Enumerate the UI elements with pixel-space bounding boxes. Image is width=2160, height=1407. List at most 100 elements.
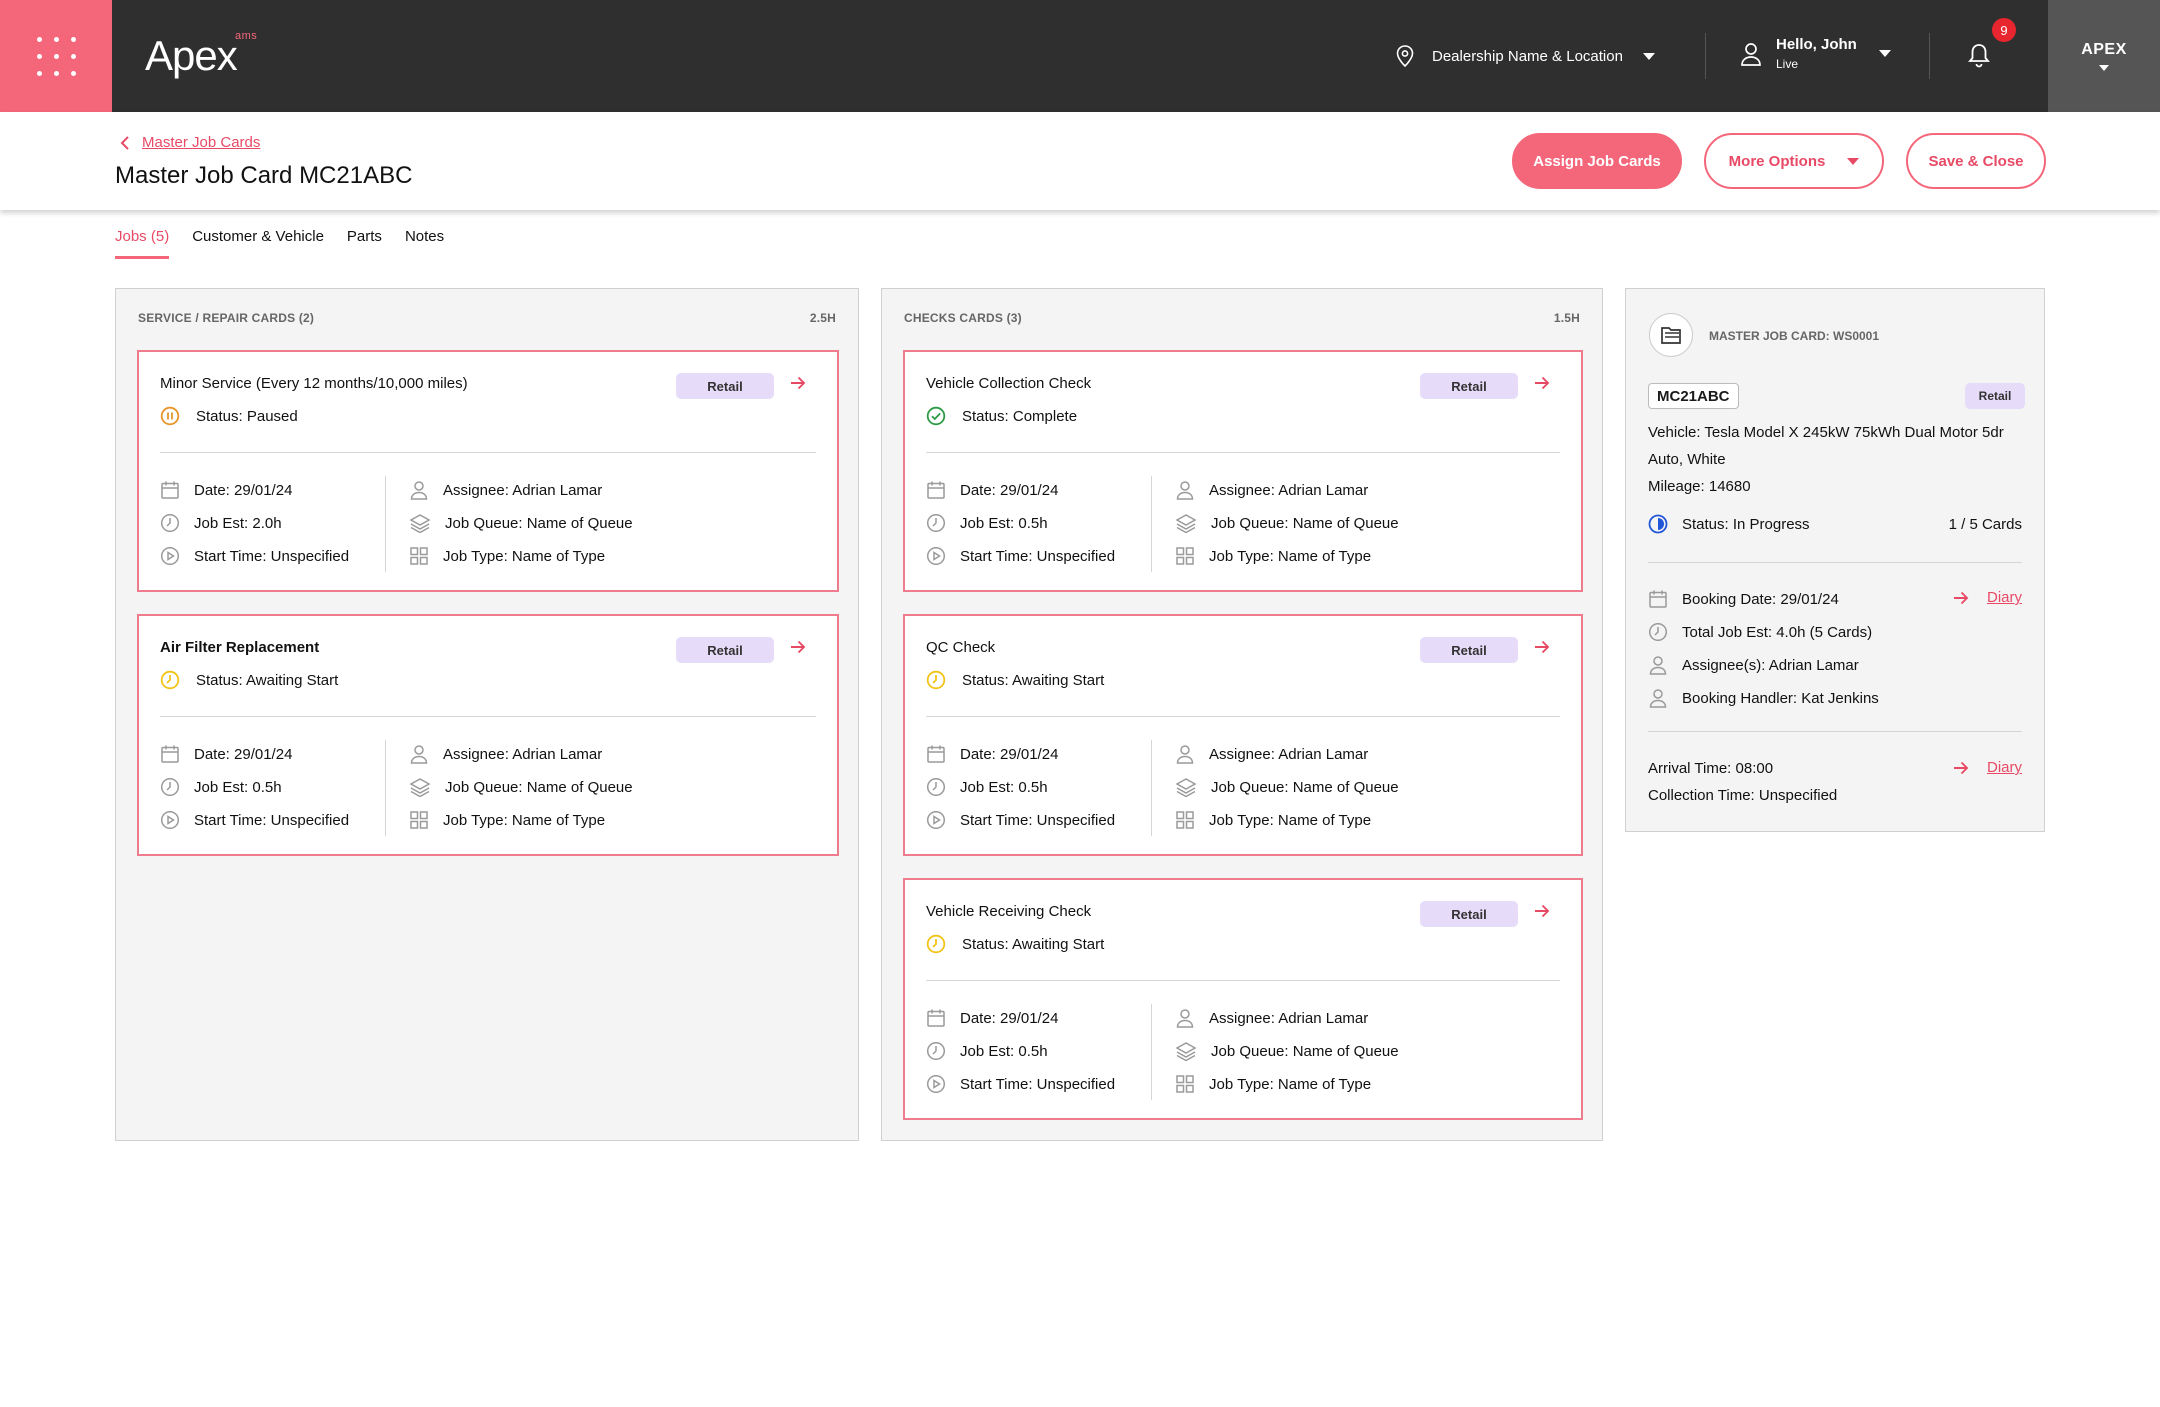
user-menu[interactable]: Hello, John Live (1740, 36, 1891, 71)
diary-link[interactable]: Diary (1953, 759, 2022, 776)
tab-parts[interactable]: Parts (346, 228, 382, 245)
grid-icon (410, 811, 428, 829)
diary-label[interactable]: Diary (1986, 589, 2022, 606)
job-card-title: Air Filter Replacement (160, 639, 320, 656)
handler-row: Booking Handler: Kat Jenkins (1648, 688, 1879, 708)
tab-notes[interactable]: Notes (404, 228, 445, 245)
notifications-button[interactable] (1968, 42, 1990, 73)
dealership-label: Dealership Name & Location (1432, 47, 1623, 65)
job-date-row: Date: 29/01/24 (926, 1008, 1058, 1028)
more-options-button[interactable]: More Options (1704, 133, 1884, 189)
divider (385, 740, 386, 836)
job-card-title: QC Check (926, 639, 996, 656)
arrow-right-icon (1953, 591, 1969, 604)
open-card-button[interactable] (1534, 904, 1550, 923)
job-estimate-row: Job Est: 2.0h (160, 513, 282, 533)
total-est-row: Total Job Est: 4.0h (5 Cards) (1648, 622, 1872, 642)
diary-link[interactable]: Diary (1953, 589, 2022, 606)
start-time-row: Start Time: Unspecified (160, 810, 349, 830)
job-card[interactable]: Air Filter Replacement Retail Status: Awai… (137, 614, 839, 856)
grid-icon (410, 547, 428, 565)
user-icon (410, 481, 428, 500)
registration-plate: MC21ABC (1648, 383, 1739, 409)
clock-icon (160, 670, 180, 690)
assignee: Assignee: Adrian Lamar (1209, 481, 1369, 499)
retail-tag: Retail (676, 373, 774, 399)
user-icon (1741, 42, 1761, 66)
job-status: Status: Complete (926, 406, 1077, 426)
job-card[interactable]: Vehicle Collection Check Retail Status: Co… (903, 350, 1583, 592)
retail-tag: Retail (676, 637, 774, 663)
brand-label: APEX (2081, 41, 2127, 58)
dealership-selector[interactable]: Dealership Name & Location (1396, 40, 1655, 72)
booking-date-row: Booking Date: 29/01/24 (1648, 589, 1839, 609)
job-status: Status: Awaiting Start (160, 670, 338, 690)
divider (160, 452, 816, 453)
clock-icon (926, 777, 946, 797)
status-text: Status: Awaiting Start (962, 935, 1105, 953)
collection-time: Collection Time: Unspecified (1648, 787, 1838, 804)
job-status: Status: Awaiting Start (926, 670, 1104, 690)
job-date: Date: 29/01/24 (194, 481, 293, 499)
chevron-down-icon (2099, 65, 2109, 71)
calendar-icon (161, 745, 179, 763)
start-time: Start Time: Unspecified (960, 1075, 1116, 1093)
start-time: Start Time: Unspecified (960, 811, 1116, 829)
save-close-button[interactable]: Save & Close (1906, 133, 2046, 189)
user-icon (1176, 745, 1194, 764)
brand-switcher-button[interactable]: APEX (2048, 0, 2160, 112)
open-card-button[interactable] (790, 376, 806, 395)
tab-customer-vehicle[interactable]: Customer & Vehicle (192, 228, 324, 245)
job-type: Job Type: Name of Type (443, 547, 606, 565)
status-text: Status: In Progress (1682, 515, 1810, 533)
job-estimate: Job Est: 0.5h (194, 778, 282, 796)
tab-bar: Jobs (5) Customer & Vehicle Parts Notes (115, 228, 467, 259)
master-job-card-panel: MASTER JOB CARD: WS0001 MC21ABC Retail V… (1625, 288, 2045, 832)
breadcrumb-link[interactable]: Master Job Cards (142, 134, 261, 151)
mileage: Mileage: 14680 (1648, 478, 1751, 495)
retail-tag: Retail (1420, 373, 1518, 399)
diary-label[interactable]: Diary (1986, 759, 2022, 776)
job-card[interactable]: QC Check Retail Status: Awaiting Start Date… (903, 614, 1583, 856)
job-card-title: Vehicle Collection Check (926, 375, 1092, 392)
job-estimate: Job Est: 0.5h (960, 1042, 1048, 1060)
job-queue: Job Queue: Name of Queue (1211, 1042, 1399, 1060)
layers-icon (1175, 514, 1197, 533)
job-type: Job Type: Name of Type (1209, 811, 1372, 829)
open-card-button[interactable] (1534, 376, 1550, 395)
apex-logo[interactable]: ams Apex (145, 28, 285, 84)
job-card-icon (1649, 313, 1693, 357)
in-progress-icon (1648, 514, 1668, 534)
open-card-button[interactable] (790, 640, 806, 659)
calendar-icon (161, 481, 179, 499)
divider (1705, 33, 1706, 79)
user-icon (410, 745, 428, 764)
user-greeting: Hello, John (1776, 36, 1857, 53)
vehicle-line-2: Auto, White (1648, 451, 1726, 468)
job-queue: Job Queue: Name of Queue (445, 514, 633, 532)
location-pin-icon (1396, 45, 1414, 67)
breadcrumb[interactable]: Master Job Cards (120, 134, 260, 151)
layers-icon (1175, 1042, 1197, 1061)
assignees: Assignee(s): Adrian Lamar (1682, 656, 1859, 674)
divider (926, 716, 1560, 717)
job-date: Date: 29/01/24 (960, 745, 1059, 763)
job-queue-row: Job Queue: Name of Queue (1175, 513, 1399, 533)
checks-column: CHECKS CARDS (3) 1.5H Vehicle Collection… (881, 288, 1603, 1141)
job-queue-row: Job Queue: Name of Queue (409, 777, 633, 797)
job-date-row: Date: 29/01/24 (160, 744, 292, 764)
job-card[interactable]: Minor Service (Every 12 months/10,000 mi… (137, 350, 839, 592)
tab-jobs[interactable]: Jobs (5) (115, 228, 170, 259)
divider (1929, 33, 1930, 79)
assignee-row: Assignee: Adrian Lamar (409, 744, 602, 764)
job-card[interactable]: Vehicle Receiving Check Retail Status: Awa… (903, 878, 1583, 1120)
apps-menu-button[interactable] (0, 0, 112, 112)
assign-job-cards-button[interactable]: Assign Job Cards (1512, 133, 1682, 189)
status-text: Status: Complete (962, 407, 1078, 425)
play-icon (160, 546, 180, 566)
job-type-row: Job Type: Name of Type (1175, 546, 1371, 566)
assignee-row: Assignee: Adrian Lamar (1175, 1008, 1368, 1028)
open-card-button[interactable] (1534, 640, 1550, 659)
divider (926, 452, 1560, 453)
page-title: Master Job Card MC21ABC (115, 162, 413, 189)
